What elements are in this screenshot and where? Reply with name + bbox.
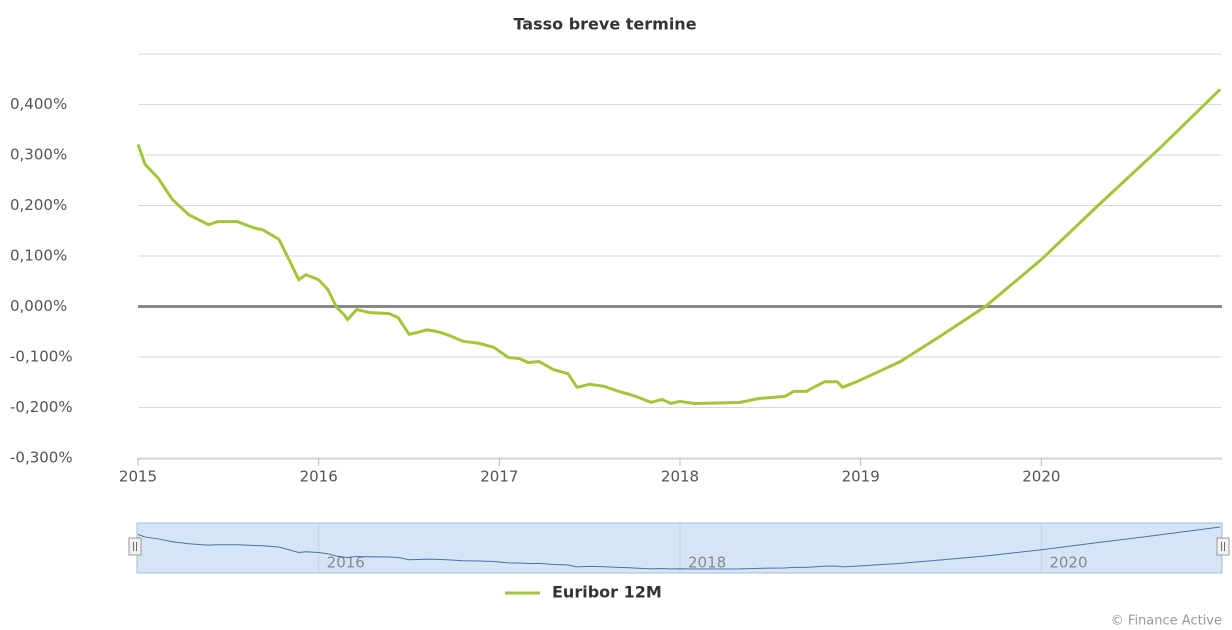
legend-label: Euribor 12M — [552, 583, 662, 602]
y-tick-label: -0,100% — [10, 348, 73, 366]
navigator-line — [137, 526, 1221, 570]
x-tick-label: 2016 — [300, 468, 338, 486]
navigator-handle — [128, 537, 142, 556]
navigator-label: 2020 — [1049, 554, 1087, 572]
y-tick-label: -0,200% — [10, 398, 73, 416]
navigator-handle — [1216, 537, 1230, 556]
x-tick-label: 2018 — [661, 468, 699, 486]
y-tick-label: 0,100% — [10, 247, 67, 265]
navigator-label: 2018 — [688, 554, 726, 572]
x-tick-label: 2015 — [119, 468, 157, 486]
x-tick-label: 2020 — [1022, 468, 1060, 486]
line — [136, 88, 1222, 406]
y-tick-label: 0,000% — [10, 297, 67, 315]
y-tick-label: 0,300% — [10, 146, 67, 164]
x-tick-label: 2017 — [480, 468, 518, 486]
y-tick-label: 0,400% — [10, 95, 67, 113]
navigator-label: 2016 — [327, 554, 365, 572]
chart-title: Tasso breve termine — [513, 15, 696, 34]
y-tick-label: 0,200% — [10, 196, 67, 214]
y-tick-label: -0,300% — [10, 449, 73, 467]
credits: © Finance Active — [1111, 614, 1222, 627]
x-tick-label: 2019 — [842, 468, 880, 486]
